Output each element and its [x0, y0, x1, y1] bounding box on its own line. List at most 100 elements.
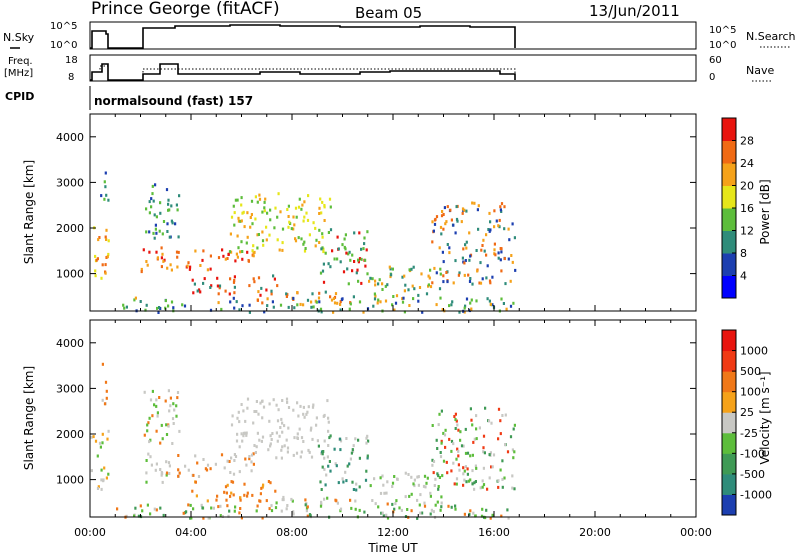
data-cell — [470, 307, 473, 311]
data-cell — [327, 429, 330, 433]
data-cell — [256, 246, 259, 250]
data-cell — [279, 210, 282, 214]
data-cell — [165, 423, 168, 427]
data-cell — [248, 284, 251, 288]
data-cell — [463, 478, 466, 482]
power-data-layer — [93, 171, 517, 314]
data-cell — [388, 265, 391, 269]
data-cell — [454, 259, 457, 263]
data-cell — [413, 478, 416, 482]
data-cell — [268, 233, 271, 237]
data-cell — [443, 206, 446, 210]
data-cell — [233, 453, 236, 456]
data-cell — [500, 514, 503, 518]
data-cell — [241, 304, 244, 308]
data-cell — [280, 509, 283, 513]
data-cell — [358, 485, 361, 489]
data-cell — [469, 407, 472, 411]
data-cell — [471, 201, 474, 205]
velocity-x-ticks — [89, 320, 697, 517]
data-cell — [513, 236, 516, 240]
data-cell — [223, 466, 226, 470]
data-cell — [366, 456, 369, 460]
data-cell — [254, 451, 257, 454]
data-cell — [503, 227, 506, 231]
data-cell — [321, 465, 324, 469]
data-cell — [315, 416, 318, 420]
data-cell — [251, 493, 254, 497]
data-cell — [216, 494, 219, 498]
data-cell — [268, 419, 271, 423]
beam-title: Beam 05 — [355, 4, 422, 22]
data-cell — [224, 257, 227, 261]
colorbar-tick-label: 24 — [740, 157, 754, 170]
data-cell — [251, 222, 254, 226]
data-cell — [445, 220, 448, 224]
data-cell — [269, 218, 272, 222]
data-cell — [168, 409, 171, 413]
data-cell — [107, 252, 110, 256]
data-cell — [471, 482, 474, 486]
data-cell — [224, 485, 228, 489]
data-cell — [224, 289, 227, 293]
data-cell — [172, 306, 175, 310]
data-cell — [199, 264, 202, 267]
data-cell — [240, 203, 243, 207]
data-cell — [253, 444, 256, 447]
data-cell — [504, 413, 507, 417]
data-cell — [395, 499, 398, 503]
data-cell — [498, 225, 501, 229]
data-cell — [437, 423, 440, 427]
data-cell — [145, 207, 148, 211]
data-cell — [176, 208, 179, 212]
data-cell — [235, 300, 238, 304]
data-cell — [504, 282, 507, 286]
data-cell — [412, 265, 415, 269]
data-cell — [465, 297, 469, 301]
data-cell — [243, 482, 246, 486]
data-cell — [310, 426, 313, 430]
data-cell — [230, 480, 233, 484]
data-cell — [321, 269, 325, 273]
data-cell — [479, 486, 482, 490]
data-cell — [393, 475, 396, 478]
data-cell — [467, 273, 470, 277]
data-cell — [269, 442, 272, 446]
data-cell — [254, 195, 257, 199]
data-cell — [440, 505, 443, 509]
data-cell — [105, 396, 108, 400]
data-cell — [259, 492, 262, 496]
data-cell — [449, 208, 452, 212]
data-cell — [320, 450, 324, 454]
data-cell — [221, 248, 224, 252]
data-cell — [167, 198, 170, 202]
data-cell — [277, 408, 280, 412]
data-cell — [466, 467, 469, 471]
data-cell — [495, 219, 498, 223]
data-cell — [374, 283, 377, 287]
data-cell — [222, 254, 225, 258]
data-cell — [237, 246, 240, 250]
data-cell — [363, 510, 366, 514]
colorbar-tick-label: -1000 — [740, 488, 772, 501]
data-cell — [244, 419, 247, 423]
data-cell — [483, 451, 486, 455]
data-cell — [161, 480, 164, 484]
data-cell — [256, 200, 259, 204]
data-cell — [161, 232, 164, 236]
data-cell — [151, 192, 154, 196]
data-cell — [270, 289, 273, 293]
data-cell — [235, 252, 238, 256]
data-cell — [488, 453, 491, 457]
data-cell — [475, 427, 478, 431]
data-cell — [376, 301, 379, 305]
colorbar-segment — [722, 432, 736, 454]
data-cell — [440, 409, 443, 413]
data-cell — [229, 494, 232, 498]
data-cell — [302, 242, 305, 246]
data-cell — [431, 220, 434, 224]
data-cell — [176, 255, 179, 259]
data-cell — [379, 300, 382, 304]
data-cell — [252, 421, 255, 425]
